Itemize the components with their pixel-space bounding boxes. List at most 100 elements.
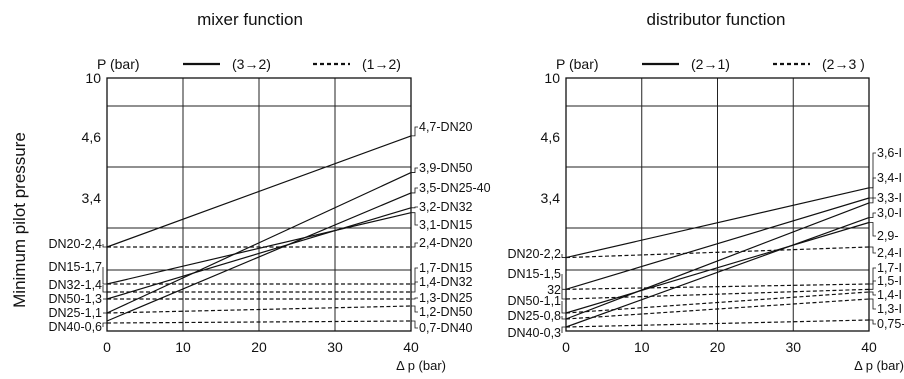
x-tick-label: 20 — [710, 339, 726, 355]
series-leader — [411, 212, 418, 226]
series-start-leader — [561, 316, 566, 320]
series-end-label: 0,75-I — [877, 317, 904, 331]
y-tick-label: 10 — [85, 70, 101, 86]
series-leader — [869, 197, 876, 204]
chart-distributor-function: distributor function P (bar) 4,6 3,4 10 0 10 2… — [508, 10, 904, 373]
series-start-leader — [561, 254, 566, 258]
series-line — [106, 305, 412, 314]
series-line — [106, 212, 412, 285]
legend-label: (1→2) — [362, 56, 401, 72]
legend-label: (2→1) — [691, 56, 730, 72]
series-start-leader — [102, 322, 107, 327]
series-line — [565, 221, 870, 314]
series-line — [565, 291, 870, 314]
x-tick-label: 40 — [403, 339, 419, 355]
series-start-label: DN15-1,7 — [49, 260, 103, 274]
series-start-label: DN32-1,4 — [49, 278, 103, 292]
chart-mixer-function: mixer function P (bar) 4,6 3,4 10 0 10 20 30 40 Δ… — [49, 10, 491, 373]
series-leader — [869, 267, 876, 285]
series-end-label: 2,4-DN20 — [419, 236, 473, 250]
series-line — [565, 187, 870, 259]
plot-frame — [106, 77, 412, 332]
series-start-label: DN25-1,1 — [49, 306, 103, 320]
series-line — [106, 135, 412, 248]
series-start-leader — [561, 301, 566, 314]
series-start-leader — [561, 274, 566, 290]
x-tick-label: 30 — [785, 339, 801, 355]
series-start-label: DN40-0,3 — [508, 326, 562, 340]
series-start-label: DN25-0,8 — [508, 309, 562, 323]
series-leader — [411, 242, 418, 248]
x-axis-label: Δ p (bar) — [396, 358, 446, 373]
series-line — [565, 202, 870, 320]
series-end-label: 0,7-DN40 — [419, 321, 473, 335]
series-start-label: DN15-1,5 — [508, 267, 562, 281]
series-line — [565, 197, 870, 290]
chart-title: distributor function — [647, 10, 786, 29]
series-line — [106, 207, 412, 300]
series-start-leader — [102, 267, 107, 285]
series-end-label: 3,1-DN15 — [419, 218, 473, 232]
y-axis-title: Minimum pilot pressure — [10, 132, 29, 308]
x-tick-label: 10 — [175, 339, 191, 355]
series-end-label: 1,3-I — [877, 302, 902, 316]
series-end-label: 3,6-I — [877, 146, 902, 160]
series-line — [565, 288, 870, 300]
series-end-label: 1,7-DN15 — [419, 261, 473, 275]
series-leader — [411, 267, 418, 285]
legend-label: (2→3 ) — [822, 56, 865, 72]
series-leader — [411, 297, 418, 300]
series-end-label: 3,9-DN50 — [419, 161, 473, 175]
series-leader — [411, 305, 418, 313]
series-start-label: DN20-2,4 — [49, 237, 103, 251]
plot-frame — [565, 77, 870, 332]
series-leader — [869, 152, 876, 189]
series-leader — [869, 319, 876, 325]
series-end-label: 1,2-DN50 — [419, 305, 473, 319]
series-leader — [411, 187, 418, 194]
series-end-label: 1,5-I — [877, 274, 902, 288]
series-end-label: 4,7-DN20 — [419, 120, 473, 134]
series-start-label: DN20-2,2 — [508, 247, 562, 261]
y-tick-label: 10 — [544, 70, 560, 86]
y-tick-label: 3,4 — [82, 190, 102, 206]
x-tick-label: 30 — [327, 339, 343, 355]
series-start-leader — [102, 244, 107, 248]
series-line — [565, 283, 870, 290]
series-start-leader — [561, 326, 566, 333]
x-axis-label: Δ p (bar) — [854, 358, 904, 373]
series-end-label: 1,7-I — [877, 261, 902, 275]
y-axis-label: P (bar) — [556, 56, 599, 72]
series-leader — [869, 280, 876, 290]
series-line — [106, 192, 412, 322]
y-tick-label: 4,6 — [82, 129, 102, 145]
series-end-label: 1,4-I — [877, 288, 902, 302]
series-start-leader — [561, 290, 566, 300]
series-end-label: 3,4-I — [877, 171, 902, 185]
x-tick-label: 20 — [251, 339, 267, 355]
series-start-leader — [102, 285, 107, 293]
series-leader — [869, 291, 876, 296]
series-line — [106, 320, 412, 324]
series-line — [565, 217, 870, 328]
series-end-label: 1,4-DN32 — [419, 275, 473, 289]
series-line — [565, 246, 870, 259]
x-tick-label: 0 — [103, 339, 111, 355]
series-line — [106, 172, 412, 314]
series-end-label: 3,2-DN32 — [419, 200, 473, 214]
y-tick-label: 3,4 — [541, 190, 561, 206]
x-tick-label: 40 — [861, 339, 877, 355]
series-leader — [411, 281, 418, 293]
legend-label: (3→2) — [232, 56, 271, 72]
series-start-label: 32 — [547, 283, 561, 297]
series-leader — [869, 222, 876, 237]
series-line — [565, 298, 870, 320]
series-leader — [869, 177, 876, 199]
series-line — [565, 319, 870, 328]
series-leader — [411, 126, 418, 137]
series-leader — [411, 167, 418, 173]
y-tick-label: 4,6 — [541, 129, 561, 145]
series-end-label: 2,9- — [877, 229, 899, 243]
series-leader — [869, 298, 876, 310]
